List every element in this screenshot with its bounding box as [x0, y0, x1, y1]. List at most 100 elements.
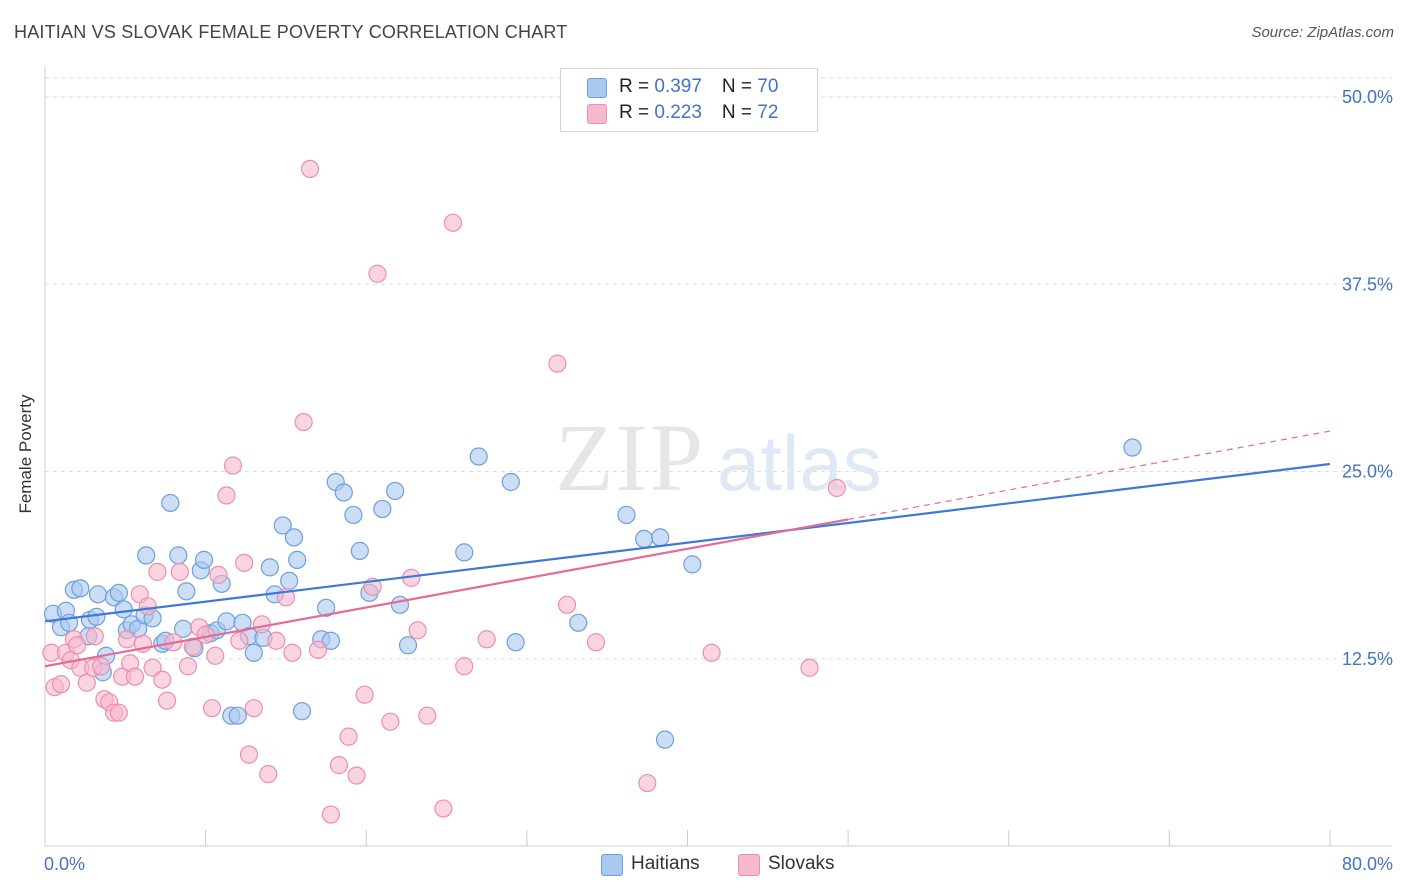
slovak-point-27 [170, 562, 190, 581]
haitian-point-55 [373, 499, 392, 519]
watermark-atlas: atlas [717, 419, 882, 507]
bottom-legend-swatch-slovaks [738, 854, 760, 876]
source-label: Source: ZipAtlas.com [1251, 24, 1394, 41]
haitian-point-42 [273, 516, 292, 535]
legend-r-label: R = [619, 76, 655, 97]
y-tick-label-0: 12.5% [1342, 649, 1393, 669]
legend-swatch-slovaks [587, 104, 607, 124]
haitian-point-23 [161, 493, 180, 513]
slovak-point-16 [117, 630, 137, 649]
haitian-point-26 [177, 582, 196, 601]
legend-r-value: 0.397 [654, 76, 702, 97]
haitian-point-63 [569, 613, 588, 632]
haitian-point-62 [506, 633, 525, 652]
y-tick-label-1: 25.0% [1342, 462, 1393, 482]
slovak-point-67 [368, 264, 387, 283]
slovak-point-47 [321, 805, 341, 824]
trend-line-haitians [44, 462, 1331, 623]
slovak-point-9 [85, 627, 104, 646]
legend-r-value: 0.223 [654, 102, 702, 123]
watermark-zip: ZIP [555, 404, 705, 511]
slovak-point-49 [339, 727, 358, 746]
slovak-point-39 [244, 699, 263, 718]
slovak-point-23 [148, 562, 167, 581]
haitian-point-65 [635, 529, 654, 549]
slovak-point-43 [283, 643, 302, 662]
axes [44, 66, 1392, 847]
slovak-point-51 [355, 685, 374, 704]
slovak-point-48 [329, 756, 349, 775]
slovak-point-55 [418, 706, 437, 725]
legend-text-haitians: R = 0.397 N = 70 [619, 76, 778, 98]
legend-n-value: 70 [757, 76, 779, 97]
haitian-point-69 [1123, 438, 1142, 457]
haitian-point-38 [244, 643, 263, 662]
trend-line-slovaks [44, 518, 849, 668]
x-tick-label-max: 80.0% [1342, 854, 1393, 874]
slovak-point-57 [443, 213, 463, 232]
slovak-point-35 [223, 456, 243, 475]
slovak-point-66 [827, 478, 846, 498]
slovak-point-53 [381, 712, 400, 731]
series-slovaks-points [42, 159, 846, 824]
haitian-point-43 [280, 571, 299, 590]
slovak-point-7 [77, 673, 96, 692]
slovak-point-2 [51, 675, 71, 694]
haitian-point-13 [109, 583, 128, 602]
slovak-point-14 [109, 703, 128, 722]
slovak-point-65 [800, 658, 819, 677]
slovak-point-37 [235, 553, 254, 572]
slovak-point-60 [548, 354, 567, 373]
slovak-point-38 [239, 745, 259, 764]
slovak-point-25 [157, 691, 177, 710]
slovak-point-42 [267, 631, 286, 650]
slovak-point-41 [259, 764, 278, 784]
slovak-point-34 [217, 486, 236, 505]
chart-title: HAITIAN VS SLOVAK FEMALE POVERTY CORRELA… [14, 22, 568, 42]
slovak-point-58 [455, 657, 474, 676]
slovak-point-24 [153, 670, 172, 689]
haitian-point-57 [390, 595, 410, 614]
legend-n-value: 72 [757, 102, 779, 123]
y-tick-label-3: 50.0% [1342, 87, 1393, 107]
bottom-legend-label-haitians: Haitians [631, 853, 700, 874]
slovak-point-22 [143, 658, 162, 677]
slovak-point-33 [209, 565, 228, 584]
haitian-point-24 [169, 546, 188, 565]
haitian-point-48 [316, 598, 336, 617]
slovak-point-45 [300, 159, 320, 179]
bottom-legend-swatch-haitians [601, 854, 623, 876]
trend-line-slovaks-extension [848, 430, 1331, 521]
haitian-point-51 [334, 483, 353, 502]
slovak-point-32 [202, 699, 222, 718]
haitian-point-68 [683, 555, 702, 574]
haitian-point-5 [71, 579, 90, 598]
haitian-point-44 [284, 528, 304, 547]
haitian-point-64 [617, 505, 636, 525]
slovak-point-10 [92, 657, 111, 676]
haitian-point-40 [260, 558, 279, 577]
haitian-point-58 [398, 636, 418, 655]
watermark: ZIP atlas [555, 404, 882, 511]
slovak-point-70 [206, 646, 225, 665]
y-axis-label: Female Poverty [16, 394, 35, 514]
haitian-point-56 [386, 481, 405, 501]
haitian-point-14 [114, 600, 133, 619]
haitian-point-52 [344, 505, 363, 525]
haitian-point-29 [194, 550, 214, 569]
slovak-point-44 [294, 412, 313, 432]
slovak-point-40 [252, 615, 271, 634]
haitian-point-35 [228, 706, 247, 725]
slovak-point-63 [638, 773, 657, 793]
slovak-point-36 [230, 631, 249, 650]
tick-labels: 12.5% 25.0% 37.5% 50.0% 0.0% 80.0% [44, 87, 1393, 874]
grid-lines [45, 77, 1392, 660]
slovak-point-28 [178, 657, 198, 676]
slovak-point-54 [408, 621, 427, 640]
y-tick-label-2: 37.5% [1342, 274, 1393, 294]
legend: R = 0.397 N = 70 R = 0.223 N = 72 [560, 68, 818, 132]
haitian-point-49 [321, 631, 341, 650]
haitian-point-66 [651, 528, 670, 547]
haitian-point-53 [350, 541, 369, 560]
trend-lines [44, 430, 1331, 668]
